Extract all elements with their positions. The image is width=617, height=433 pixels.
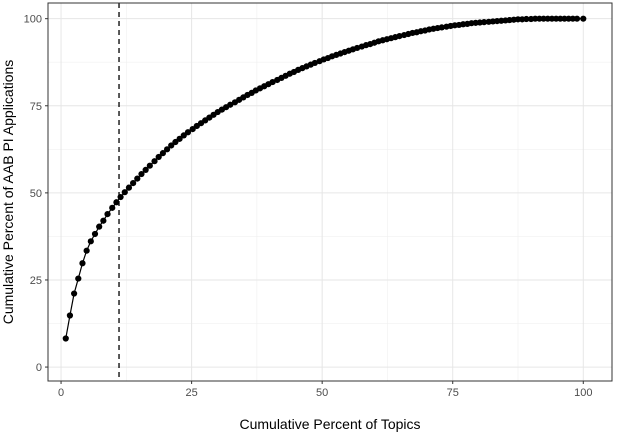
data-point (79, 260, 86, 267)
data-point (75, 275, 82, 282)
data-point (354, 44, 361, 52)
axis-ticks: 0 25 50 75 100 0 25 50 75 100 (24, 14, 593, 399)
x-tick-label: 50 (316, 387, 328, 399)
data-point (130, 180, 137, 187)
data-point (87, 238, 94, 245)
data-point (168, 142, 175, 149)
data-point (100, 217, 107, 224)
y-tick-label: 50 (30, 188, 42, 200)
data-point (91, 230, 99, 238)
data-point (134, 175, 141, 182)
y-tick-label: 75 (30, 101, 42, 113)
data-point (580, 15, 587, 22)
data-point (176, 135, 183, 142)
data-point (523, 15, 530, 23)
data-point (113, 199, 120, 206)
series-lines (65, 18, 584, 339)
panel-border (47, 2, 613, 382)
data-point (573, 15, 581, 22)
data-point (96, 223, 103, 230)
data-point (104, 211, 111, 218)
data-point (117, 193, 124, 201)
data-point (163, 146, 171, 153)
data-point (109, 204, 116, 211)
data-point (125, 184, 133, 191)
data-point (184, 129, 192, 136)
x-tick-label: 75 (447, 387, 459, 399)
data-point (438, 24, 445, 31)
data-point (480, 19, 488, 26)
data-point (159, 150, 166, 157)
series-points (62, 15, 587, 342)
series-line (65, 18, 584, 339)
data-point (142, 166, 149, 173)
data-point (71, 290, 78, 297)
data-point (227, 101, 234, 108)
y-tick-label: 100 (24, 14, 42, 26)
y-tick-label: 0 (36, 362, 42, 374)
x-tick-label: 25 (185, 387, 197, 399)
data-point (396, 33, 403, 40)
x-tick-label: 0 (58, 387, 64, 399)
data-point (62, 335, 69, 342)
x-tick-label: 100 (574, 387, 592, 399)
data-point (151, 158, 158, 165)
data-point (83, 247, 90, 254)
data-point (146, 162, 153, 169)
y-tick-label: 25 (30, 275, 42, 287)
y-axis-title: Cumulative Percent of AAB PI Application… (0, 60, 16, 325)
data-point (138, 170, 145, 178)
data-point (311, 59, 318, 67)
grid (48, 3, 612, 381)
data-point (121, 189, 128, 196)
data-point (155, 153, 162, 161)
x-axis-title: Cumulative Percent of Topics (239, 416, 420, 432)
data-point (66, 312, 74, 319)
data-point (269, 78, 276, 86)
